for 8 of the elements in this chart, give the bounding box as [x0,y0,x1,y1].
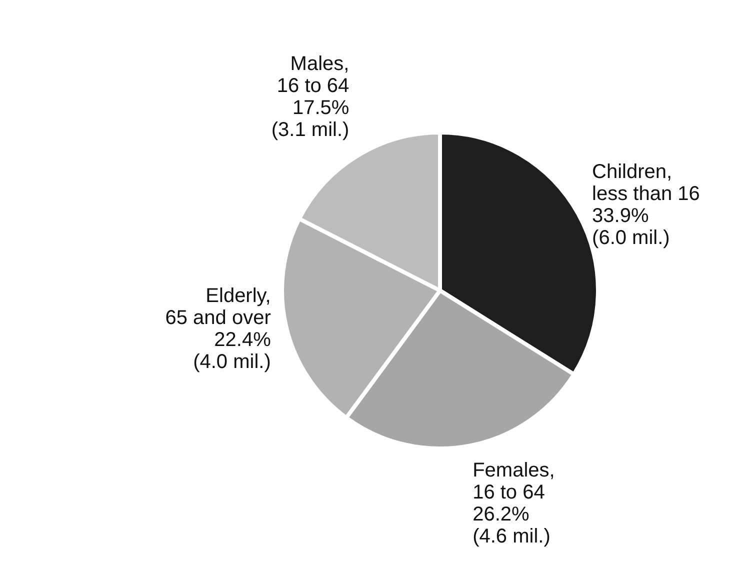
slice-label: Females, 16 to 64 [472,460,555,504]
slice-label: Males, 16 to 64 [276,52,350,97]
data-label: 22.4% (4.0 mil.) [193,329,272,374]
slice-label: Elderly, 65 and over [165,285,272,330]
slice-label: Children, less than 16 [592,160,700,205]
data-label: 33.9% (6.0 mil.) [592,204,670,249]
data-label: 26.2% (4.6 mil.) [472,504,550,548]
data-label: 17.5% (3.1 mil.) [271,96,350,141]
